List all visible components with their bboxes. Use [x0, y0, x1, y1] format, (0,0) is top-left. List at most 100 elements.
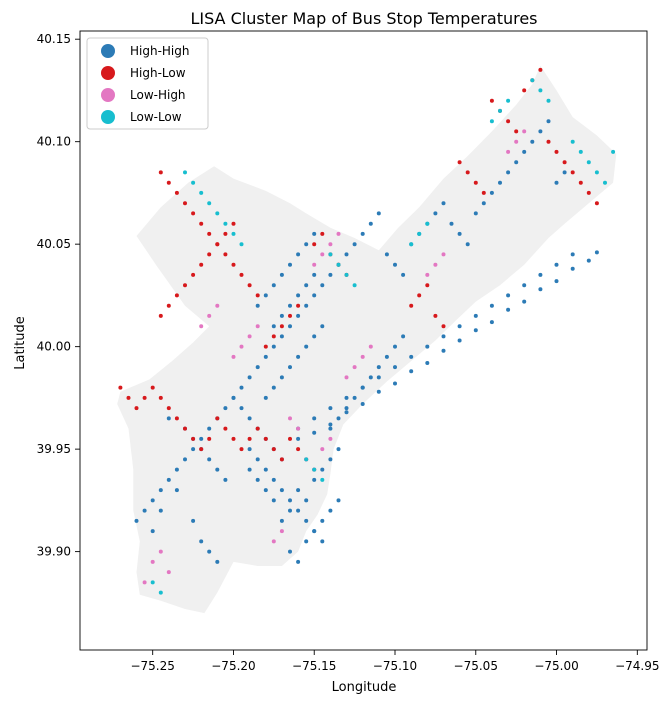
point-high-high — [304, 344, 309, 349]
point-high-high — [174, 488, 179, 493]
point-high-high — [554, 262, 559, 267]
point-low-high — [328, 436, 333, 441]
x-tick-label: −75.00 — [534, 659, 578, 673]
axes-frame — [79, 30, 648, 651]
point-high-low — [174, 416, 179, 421]
point-high-high — [481, 201, 486, 206]
point-high-high — [239, 385, 244, 390]
point-low-low — [570, 139, 575, 144]
point-high-high — [271, 283, 276, 288]
point-low-low — [336, 262, 341, 267]
point-high-high — [554, 279, 559, 284]
point-high-low — [158, 395, 163, 400]
point-low-low — [417, 231, 422, 236]
point-high-low — [126, 395, 131, 400]
point-high-high — [425, 361, 430, 365]
point-high-high — [457, 231, 462, 236]
point-high-low — [457, 160, 462, 165]
point-high-high — [538, 287, 543, 292]
point-high-low — [465, 170, 470, 175]
point-high-high — [312, 334, 317, 339]
point-high-high — [320, 518, 325, 523]
point-high-high — [296, 354, 301, 359]
point-high-low — [183, 426, 187, 431]
point-high-high — [570, 266, 575, 271]
x-tick-label: −75.20 — [211, 659, 255, 673]
point-high-high — [223, 406, 228, 411]
point-high-low — [255, 426, 260, 431]
point-low-high — [150, 559, 155, 564]
y-tick-label: 39.95 — [37, 442, 71, 456]
point-high-high — [498, 180, 502, 185]
legend-marker-low-high — [101, 88, 115, 102]
point-low-high — [344, 375, 349, 380]
point-high-low — [223, 231, 228, 236]
x-axis-label: Longitude — [332, 680, 397, 695]
point-high-low — [191, 211, 196, 216]
point-high-low — [223, 252, 228, 257]
point-high-low — [312, 242, 317, 247]
point-high-high — [174, 467, 179, 472]
x-axis-ticks: −75.25 −75.20 −75.15 −75.10 −75.05 −75.00 −74.… — [130, 650, 660, 673]
point-high-low — [166, 180, 171, 185]
point-high-high — [506, 170, 511, 175]
y-tick-label: 40.15 — [37, 32, 71, 46]
point-high-high — [328, 406, 333, 411]
point-high-high — [199, 539, 204, 544]
point-high-high — [215, 559, 220, 564]
point-high-high — [368, 375, 373, 380]
point-high-high — [328, 457, 333, 462]
point-low-low — [191, 180, 196, 185]
point-high-high — [344, 395, 349, 400]
point-high-low — [441, 324, 446, 329]
point-high-high — [425, 344, 430, 349]
point-high-low — [199, 221, 204, 226]
point-high-low — [231, 262, 236, 267]
point-low-high — [142, 580, 147, 585]
point-high-high — [271, 324, 276, 329]
point-low-low — [546, 98, 551, 103]
point-high-high — [360, 385, 365, 390]
point-high-high — [336, 498, 341, 503]
point-low-high — [296, 426, 301, 431]
point-high-low — [239, 447, 244, 452]
legend-label-high-low: High-Low — [130, 66, 186, 80]
point-high-high — [304, 283, 309, 288]
y-tick-label: 40.05 — [37, 237, 71, 251]
point-high-low — [239, 272, 244, 277]
point-high-high — [360, 231, 365, 236]
y-tick-label: 39.90 — [37, 545, 71, 559]
point-high-low — [279, 324, 284, 329]
point-high-high — [199, 436, 204, 441]
point-high-high — [279, 313, 284, 318]
point-high-high — [586, 258, 591, 263]
point-low-low — [328, 252, 333, 257]
point-low-low — [530, 78, 535, 83]
point-high-high — [158, 508, 163, 513]
point-high-low — [570, 170, 575, 175]
point-high-high — [263, 354, 268, 359]
point-high-low — [174, 190, 179, 195]
point-high-low — [150, 385, 155, 390]
point-high-high — [296, 313, 301, 318]
point-high-high — [328, 272, 333, 277]
plot-area — [79, 30, 648, 651]
point-high-high — [546, 119, 551, 124]
point-high-high — [506, 307, 511, 312]
point-high-high — [183, 457, 187, 462]
point-low-low — [199, 190, 204, 195]
x-tick-label: −75.15 — [292, 659, 336, 673]
point-high-high — [239, 406, 244, 411]
point-high-low — [183, 201, 187, 206]
y-tick-label: 40.00 — [37, 340, 71, 354]
point-high-high — [142, 508, 147, 513]
point-low-high — [255, 324, 260, 329]
point-high-high — [279, 334, 284, 339]
point-low-high — [368, 344, 373, 349]
point-high-low — [191, 272, 196, 277]
point-low-high — [158, 549, 163, 554]
point-high-high — [514, 160, 519, 165]
point-high-high — [271, 385, 276, 390]
point-high-high — [344, 406, 349, 411]
point-low-high — [207, 313, 212, 318]
